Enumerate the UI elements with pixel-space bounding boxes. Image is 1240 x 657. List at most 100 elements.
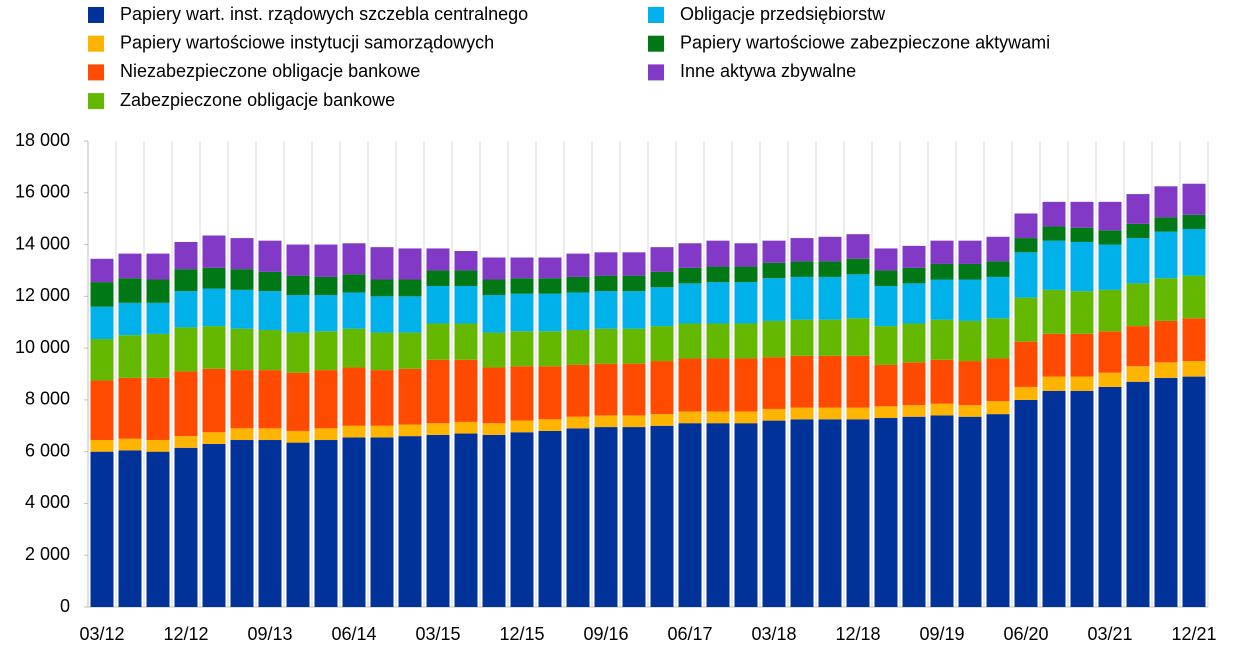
bar-segment: [594, 363, 618, 416]
bar-segment: [118, 335, 142, 378]
legend-label: Zabezpieczone obligacje bankowe: [120, 90, 395, 110]
bar-segment: [454, 359, 478, 422]
bar-segment: [958, 416, 982, 607]
bar-segment: [930, 415, 954, 607]
bar-segment: [1070, 227, 1094, 242]
legend-label: Papiery wart. inst. rządowych szczebla c…: [120, 4, 528, 24]
bar-segment: [874, 270, 898, 286]
bar-segment: [370, 437, 394, 607]
bar-segment: [734, 358, 758, 412]
bar-segment: [1182, 275, 1206, 319]
bar-segment: [790, 319, 814, 356]
legend-swatch: [648, 35, 664, 52]
bar-segment: [678, 423, 702, 607]
bar-segment: [538, 293, 562, 332]
bar-segment: [118, 302, 142, 336]
bar-segment: [734, 243, 758, 267]
x-tick-label: 12/18: [835, 624, 880, 644]
bar-segment: [706, 240, 730, 267]
bar-segment: [174, 371, 198, 437]
bar-segment: [314, 276, 338, 296]
bar-segment: [426, 285, 450, 324]
bar-segment: [930, 240, 954, 264]
x-tick-label: 09/13: [247, 624, 292, 644]
bar-segment: [818, 276, 842, 320]
bar-segment: [958, 279, 982, 321]
bar-segment: [1014, 341, 1038, 387]
bar-segment: [678, 267, 702, 284]
bar-segment: [1014, 213, 1038, 239]
bar-segment: [1154, 231, 1178, 279]
bar-segment: [286, 442, 310, 607]
bar-segment: [930, 359, 954, 404]
bar-segment: [930, 279, 954, 320]
bar-segment: [482, 332, 506, 368]
bar-segment: [594, 328, 618, 364]
bar-segment: [1014, 386, 1038, 400]
bar-segment: [902, 283, 926, 324]
bar-segment: [594, 252, 618, 276]
bar-segment: [1126, 381, 1150, 607]
legend-label: Papiery wartościowe zabezpieczone aktywa…: [680, 32, 1050, 52]
bar-segment: [174, 241, 198, 270]
bar-segment: [650, 271, 674, 288]
x-tick-label: 06/20: [1003, 624, 1048, 644]
bar-segment: [622, 252, 646, 276]
bar-segment: [1098, 230, 1122, 245]
bar-segment: [230, 440, 254, 607]
y-tick-label: 0: [60, 596, 70, 616]
bar-segment: [762, 320, 786, 358]
bar-segment: [566, 276, 590, 293]
bar-segment: [790, 261, 814, 277]
bar-segment: [790, 419, 814, 607]
x-tick-label: 09/19: [919, 624, 964, 644]
bar-segment: [650, 326, 674, 362]
bar-segment: [1098, 201, 1122, 231]
bar-segment: [482, 367, 506, 424]
bar-segment: [286, 275, 310, 296]
y-tick-label: 14 000: [15, 233, 70, 253]
bar-segment: [342, 328, 366, 368]
bar-segment: [1098, 331, 1122, 373]
bar-segment: [314, 428, 338, 441]
bar-segment: [790, 238, 814, 262]
bar-segment: [1154, 278, 1178, 321]
bar-segment: [874, 406, 898, 419]
bar-segment: [146, 440, 170, 452]
bar-segment: [202, 235, 226, 268]
legend-swatch: [648, 64, 664, 81]
bar-segment: [454, 323, 478, 360]
bar-segment: [482, 434, 506, 607]
bar-segment: [986, 358, 1010, 402]
bar-segment: [174, 327, 198, 372]
bar-segment: [846, 274, 870, 319]
bar-segment: [986, 261, 1010, 277]
bar-segment: [622, 427, 646, 607]
bar-segment: [566, 364, 590, 417]
bar-segment: [678, 323, 702, 359]
bar-segment: [818, 407, 842, 420]
x-tick-label: 03/18: [751, 624, 796, 644]
bar-segment: [930, 319, 954, 360]
bar-segment: [1042, 376, 1066, 391]
bar-segment: [90, 258, 114, 283]
bar-segment: [622, 363, 646, 416]
bar-segment: [1042, 226, 1066, 241]
bar-segment: [650, 287, 674, 327]
bar-segment: [930, 403, 954, 416]
bar-segment: [538, 419, 562, 431]
bar-segment: [762, 240, 786, 263]
bar-segment: [202, 267, 226, 289]
bar-segment: [314, 244, 338, 277]
bar-segment: [902, 245, 926, 268]
bar-segment: [90, 440, 114, 452]
bar-segment: [678, 358, 702, 412]
bar-segment: [678, 283, 702, 324]
bar-segment: [1042, 390, 1066, 607]
bar-segment: [1070, 376, 1094, 391]
bar-segment: [258, 329, 282, 371]
bar-segment: [1182, 214, 1206, 230]
bar-segment: [426, 359, 450, 424]
bar-segment: [650, 247, 674, 272]
